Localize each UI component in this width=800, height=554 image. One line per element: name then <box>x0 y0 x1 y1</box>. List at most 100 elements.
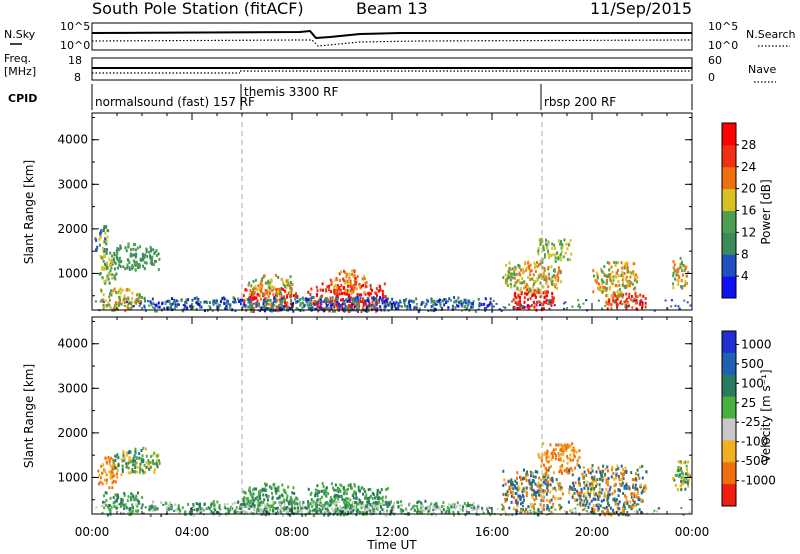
data-cell <box>502 506 505 510</box>
data-cell <box>681 262 684 265</box>
data-cell <box>517 263 520 267</box>
data-cell <box>308 307 311 310</box>
data-cell <box>378 284 381 288</box>
data-cell <box>530 269 533 273</box>
data-cell <box>218 504 221 508</box>
data-cell <box>430 305 433 308</box>
data-cell <box>259 309 262 313</box>
data-cell <box>620 274 623 278</box>
data-cell <box>445 301 448 304</box>
data-cell <box>257 284 260 288</box>
data-cell <box>420 503 423 505</box>
data-cell <box>644 305 647 309</box>
data-cell <box>542 495 545 499</box>
data-cell <box>606 494 609 497</box>
data-cell <box>539 240 542 244</box>
data-cell <box>500 309 503 312</box>
data-cell <box>390 500 392 504</box>
data-cell <box>555 448 557 451</box>
data-cell <box>113 274 116 278</box>
data-cell <box>118 301 121 305</box>
data-cell <box>371 497 374 500</box>
data-cell <box>603 288 606 292</box>
data-cell <box>335 506 337 509</box>
data-cell <box>295 511 298 515</box>
data-cell <box>122 498 124 502</box>
data-cell <box>99 480 102 484</box>
data-cell <box>592 504 595 508</box>
data-cell <box>179 509 182 513</box>
data-cell <box>218 513 221 517</box>
data-cell <box>571 494 574 497</box>
data-cell <box>335 500 338 503</box>
data-cell <box>577 305 580 308</box>
data-cell <box>292 309 295 313</box>
data-cell <box>118 296 121 299</box>
data-cell <box>252 280 255 283</box>
data-cell <box>684 472 687 476</box>
data-cell <box>123 493 126 497</box>
data-cell <box>358 304 360 307</box>
data-cell <box>156 454 159 458</box>
data-cell <box>199 303 202 307</box>
data-cell <box>116 256 119 260</box>
data-cell <box>98 237 101 241</box>
data-cell <box>602 280 605 284</box>
data-cell <box>347 284 350 288</box>
data-cell <box>363 290 366 294</box>
data-cell <box>151 255 154 259</box>
data-cell <box>134 461 137 465</box>
data-cell <box>406 306 409 310</box>
data-cell <box>175 304 178 308</box>
data-cell <box>540 499 543 503</box>
data-cell <box>323 492 326 496</box>
data-cell <box>528 305 531 309</box>
data-cell <box>520 281 523 285</box>
data-cell <box>533 302 536 305</box>
data-cell <box>448 507 451 510</box>
data-cell <box>316 301 319 305</box>
data-cell <box>558 470 561 474</box>
data-cell <box>473 506 476 510</box>
y-tick-label: 2000 <box>57 426 88 440</box>
data-cell <box>242 502 245 506</box>
data-cell <box>635 301 638 305</box>
data-cell <box>339 288 341 292</box>
data-cell <box>420 509 423 513</box>
data-cell <box>246 298 249 302</box>
data-cell <box>635 298 638 302</box>
data-cell <box>686 468 689 472</box>
data-cell <box>135 254 138 258</box>
data-cell <box>551 300 554 304</box>
data-cell <box>105 491 108 495</box>
data-cell <box>622 492 625 495</box>
data-cell <box>543 300 546 304</box>
data-cell <box>118 503 121 506</box>
data-cell <box>123 305 126 307</box>
data-cell <box>356 298 359 302</box>
x-tick-label: 16:00 <box>475 525 510 539</box>
data-cell <box>525 292 528 296</box>
data-cell <box>314 302 317 306</box>
data-cell <box>122 450 125 454</box>
data-cell <box>538 290 540 294</box>
data-cell <box>574 488 577 491</box>
data-cell <box>231 502 234 506</box>
data-cell <box>624 508 627 511</box>
data-cell <box>132 457 135 460</box>
data-cell <box>442 508 445 512</box>
colorbar-tick-label: 25 <box>741 396 756 410</box>
data-cell <box>528 287 531 291</box>
data-cell <box>357 502 360 506</box>
data-cell <box>328 300 331 304</box>
data-cell <box>519 305 522 308</box>
data-cell <box>568 243 571 247</box>
data-cell <box>322 485 325 488</box>
data-cell <box>547 302 550 306</box>
data-cell <box>633 495 636 499</box>
data-cell <box>150 303 153 307</box>
data-cell <box>344 305 347 309</box>
data-cell <box>477 297 480 301</box>
data-cell <box>636 491 639 494</box>
data-cell <box>589 471 592 475</box>
